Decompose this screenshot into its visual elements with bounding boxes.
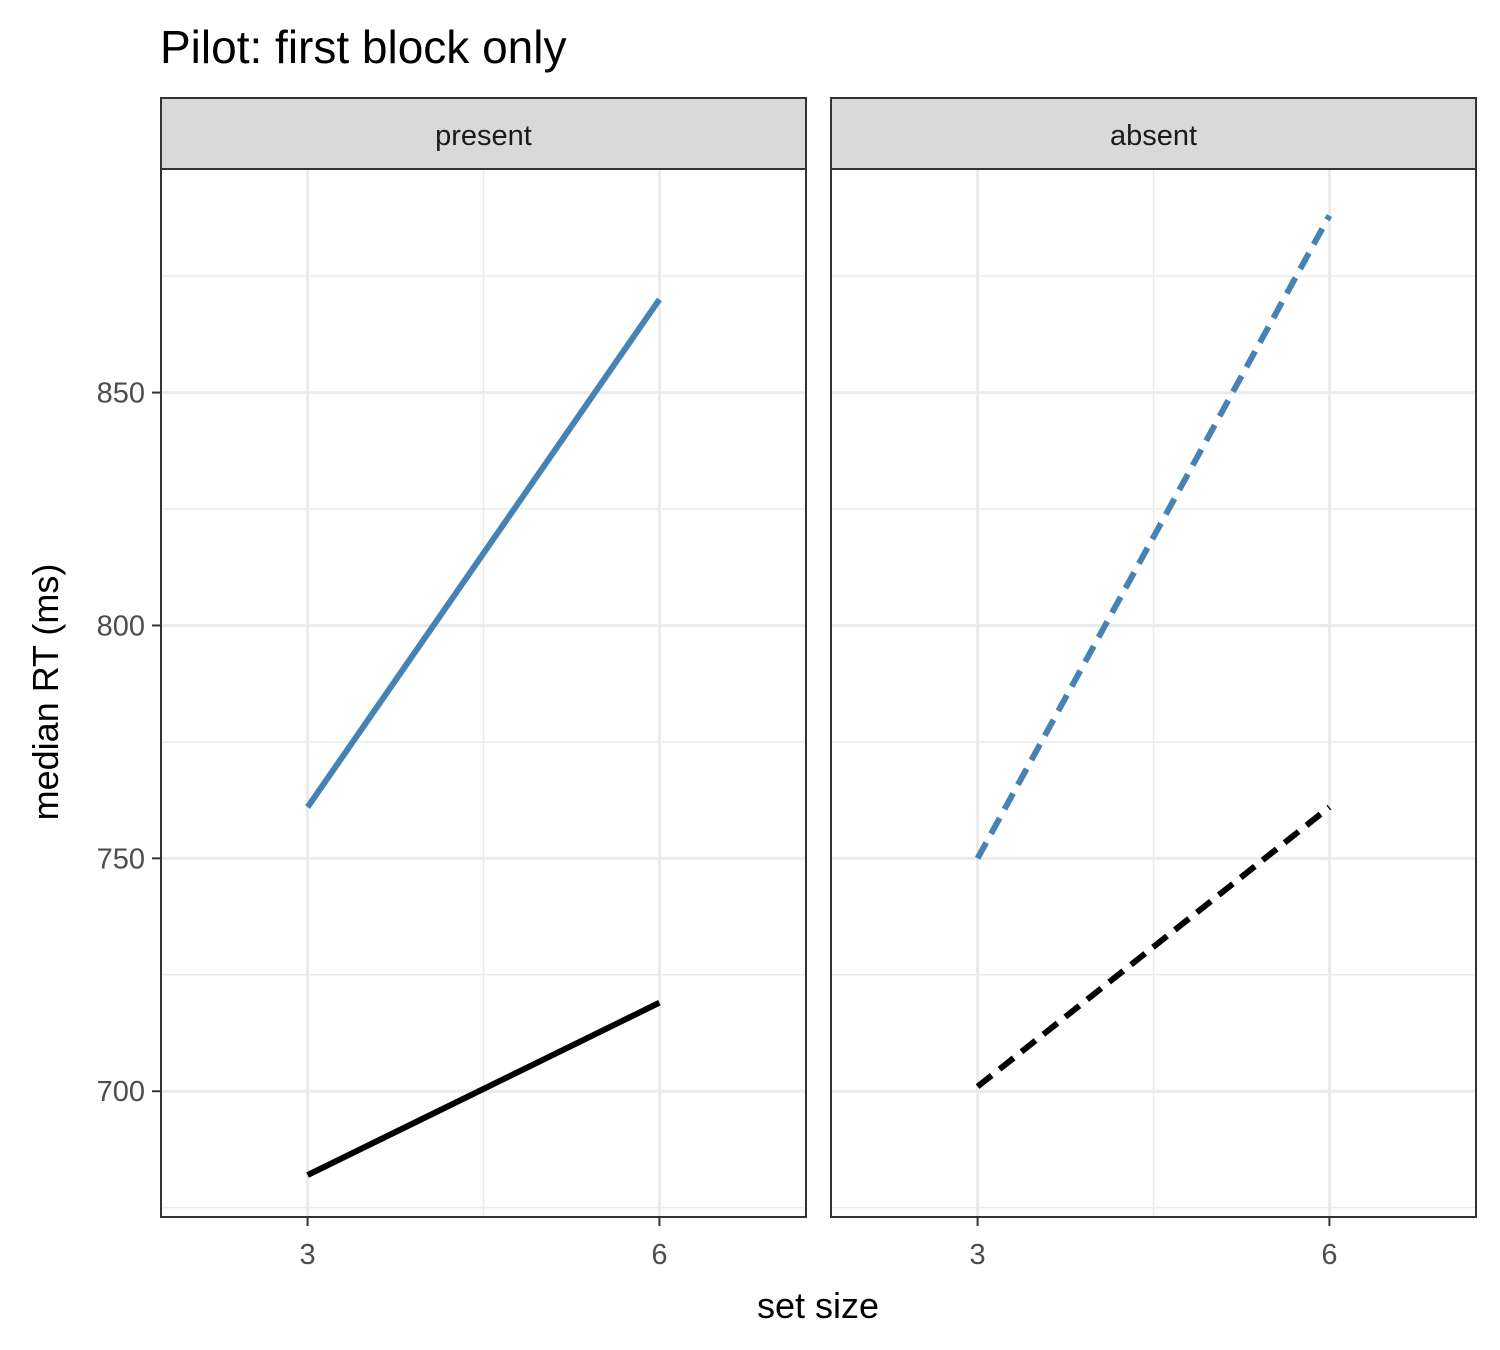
facet-strip [830, 97, 1477, 170]
y-tick-label: 850 [97, 378, 145, 410]
series-line-present-2 [306, 1000, 661, 1178]
panel-absent: absent 3 6 [830, 97, 1477, 1271]
y-tick-label: 800 [97, 610, 145, 642]
x-axis-title: set size [757, 1285, 879, 1326]
y-tick-label: 750 [97, 843, 145, 875]
y-tick-label: 700 [97, 1076, 145, 1108]
x-tick-label: 6 [651, 1239, 667, 1271]
series-line-absent-2 [975, 804, 1332, 1089]
facet-strip [160, 97, 807, 170]
x-tick-label: 3 [970, 1239, 986, 1271]
x-tick-label: 6 [1321, 1239, 1337, 1271]
series-line-present-1 [305, 297, 662, 809]
x-tick-label: 3 [300, 1239, 316, 1271]
facet-strip-label: absent [1110, 120, 1197, 152]
chart-title: Pilot: first block only [160, 21, 566, 73]
series-line-absent-1 [974, 214, 1333, 860]
facet-panels: present 3 6 700 750 800 850 absent 3 6 [97, 97, 1477, 1271]
panel-present: present 3 6 700 750 800 850 [97, 97, 807, 1271]
y-axis-title: median RT (ms) [25, 564, 66, 821]
facet-strip-label: present [435, 120, 532, 152]
